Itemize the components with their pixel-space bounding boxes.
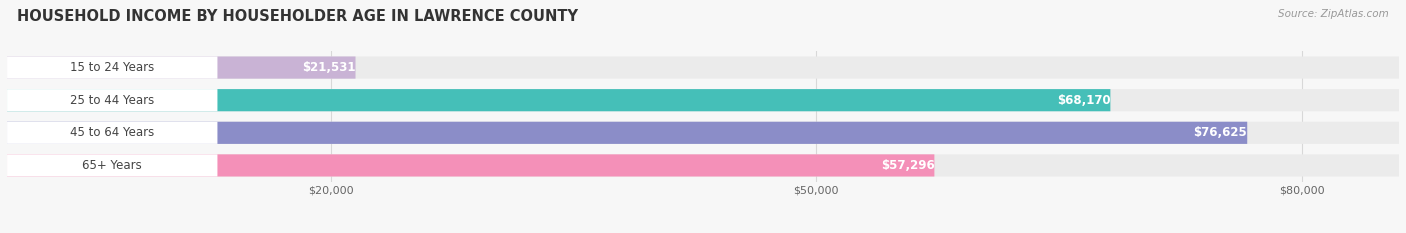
FancyBboxPatch shape [7,56,218,79]
FancyBboxPatch shape [7,154,1399,177]
Text: $76,625: $76,625 [1194,126,1247,139]
FancyBboxPatch shape [7,89,1111,111]
FancyBboxPatch shape [7,89,1399,111]
Text: HOUSEHOLD INCOME BY HOUSEHOLDER AGE IN LAWRENCE COUNTY: HOUSEHOLD INCOME BY HOUSEHOLDER AGE IN L… [17,9,578,24]
Text: 45 to 64 Years: 45 to 64 Years [70,126,155,139]
Text: 25 to 44 Years: 25 to 44 Years [70,94,155,107]
FancyBboxPatch shape [7,154,935,177]
FancyBboxPatch shape [7,122,1399,144]
FancyBboxPatch shape [7,122,218,144]
FancyBboxPatch shape [7,154,218,177]
FancyBboxPatch shape [7,122,1247,144]
FancyBboxPatch shape [7,89,218,111]
FancyBboxPatch shape [7,56,356,79]
Text: 65+ Years: 65+ Years [83,159,142,172]
Text: Source: ZipAtlas.com: Source: ZipAtlas.com [1278,9,1389,19]
Text: $68,170: $68,170 [1057,94,1111,107]
Text: $57,296: $57,296 [880,159,935,172]
FancyBboxPatch shape [7,56,1399,79]
Text: $21,531: $21,531 [302,61,356,74]
Text: 15 to 24 Years: 15 to 24 Years [70,61,155,74]
